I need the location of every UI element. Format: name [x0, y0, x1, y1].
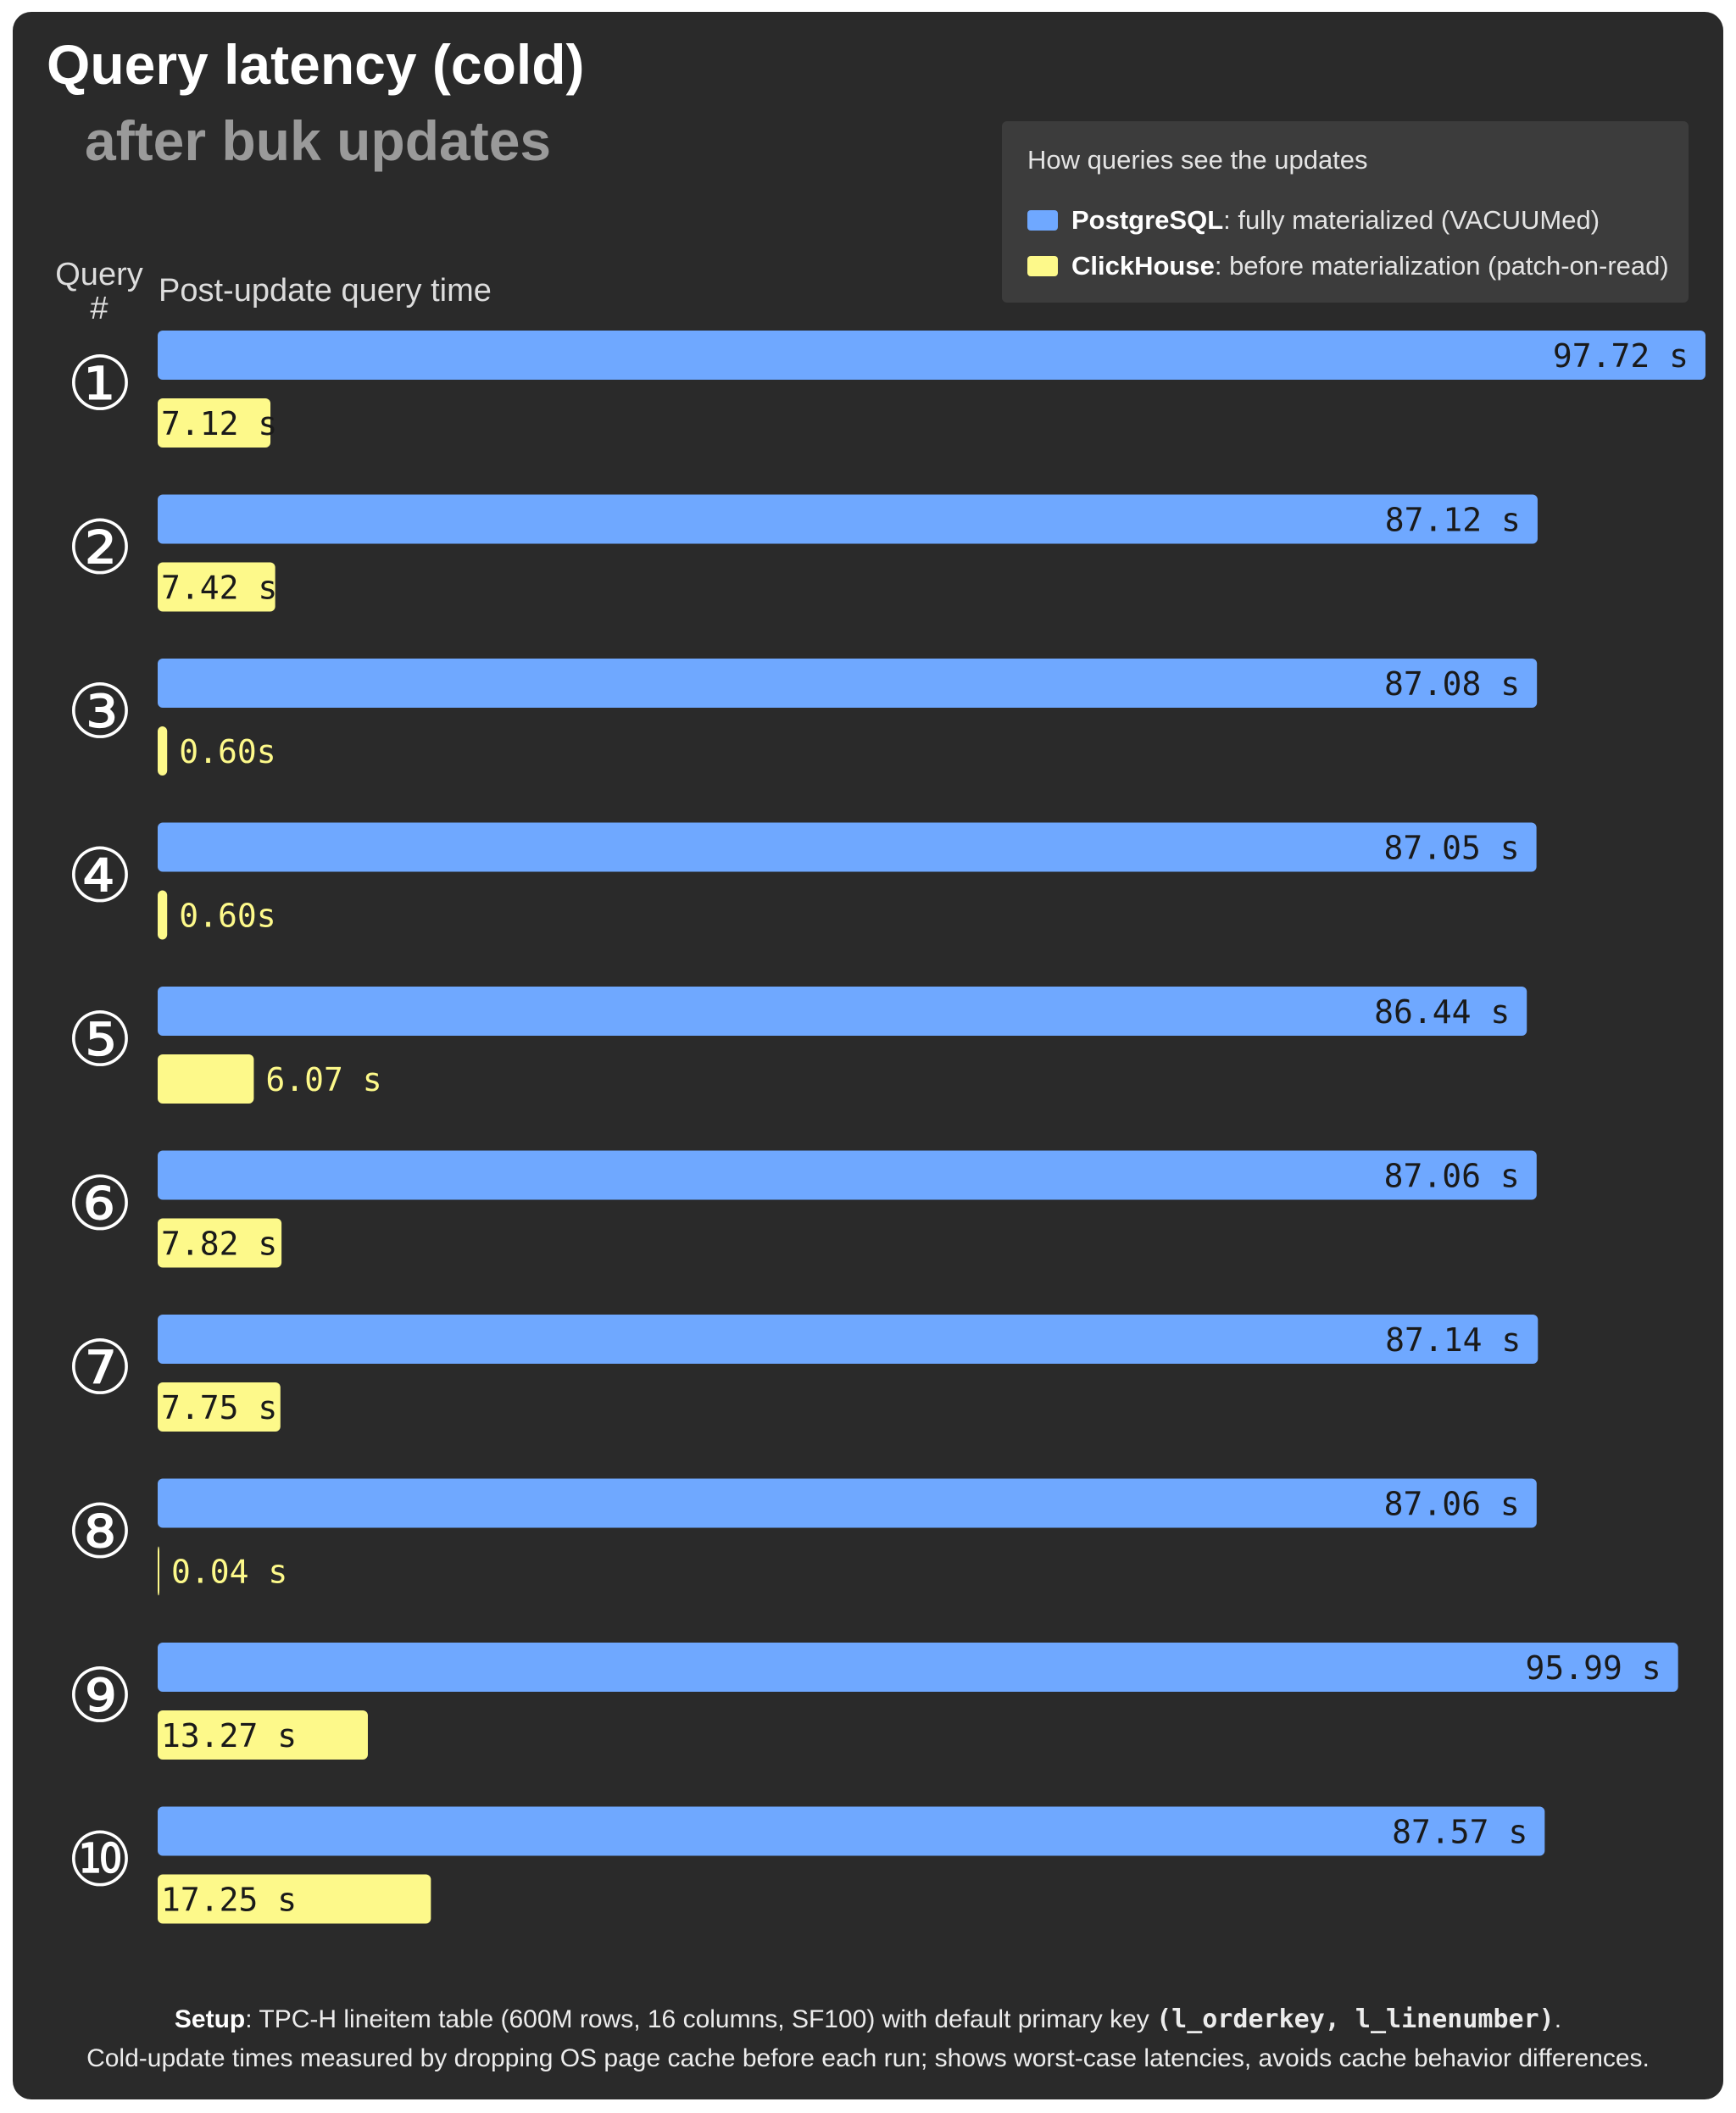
legend-entry-postgresql: PostgreSQL : fully materialized (VACUUMe… [1027, 197, 1689, 243]
bar-label-clickhouse-q9: 13.27 s [161, 1717, 297, 1754]
bar-clickhouse-q8 [158, 1546, 159, 1596]
bar-postgresql-q1 [158, 331, 1705, 380]
bar-label-postgresql-q6: 87.06 s [1384, 1158, 1520, 1195]
bar-clickhouse-q5 [158, 1054, 254, 1104]
bar-label-postgresql-q5: 86.44 s [1374, 993, 1510, 1031]
footer-line-2: Cold-update times measured by dropping O… [86, 2044, 1650, 2072]
chart-title: Query latency (cold) [47, 33, 585, 96]
bar-postgresql-q10 [158, 1806, 1545, 1856]
bar-postgresql-q2 [158, 494, 1538, 544]
legend-swatch-clickhouse [1027, 256, 1058, 276]
bar-clickhouse-q2 [158, 562, 275, 612]
category-label-4: ④ [67, 832, 134, 920]
bar-label-clickhouse-q5: 6.07 s [265, 1061, 381, 1098]
legend-swatch-postgresql [1027, 210, 1058, 231]
footer-primary-key: (l_orderkey, l_linenumber) [1156, 2005, 1555, 2034]
y-axis-label: Query # [55, 257, 143, 326]
legend-title: How queries see the updates [1027, 145, 1368, 175]
bar-postgresql-q5 [158, 987, 1527, 1036]
bar-postgresql-q3 [158, 659, 1538, 708]
chart-subtitle: after buk updates [85, 109, 552, 172]
bar-clickhouse-q1 [158, 398, 271, 448]
legend-name-clickhouse: ClickHouse [1071, 251, 1215, 281]
category-label-3: ③ [67, 668, 134, 755]
category-label-10: ⑩ [67, 1816, 134, 1904]
bar-label-clickhouse-q6: 7.82 s [161, 1226, 277, 1263]
bar-postgresql-q9 [158, 1643, 1678, 1692]
category-label-7: ⑦ [67, 1324, 134, 1411]
bar-label-postgresql-q1: 97.72 s [1553, 337, 1689, 375]
bar-label-clickhouse-q2: 7.42 s [161, 570, 277, 607]
bar-postgresql-q8 [158, 1478, 1537, 1528]
legend-entry-clickhouse: ClickHouse : before materialization (pat… [1027, 243, 1689, 289]
x-axis-label: Post-update query time [159, 273, 492, 309]
legend: How queries see the updates PostgreSQL :… [1002, 121, 1689, 303]
legend-desc-clickhouse: : before materialization (patch-on-read) [1214, 251, 1669, 281]
footer-line1-text: : TPC-H lineitem table (600M rows, 16 co… [245, 2005, 1157, 2033]
bar-label-postgresql-q7: 87.14 s [1385, 1321, 1521, 1359]
bar-postgresql-q6 [158, 1150, 1537, 1200]
category-label-1: ① [67, 340, 134, 427]
bar-label-clickhouse-q10: 17.25 s [161, 1882, 297, 1919]
footer-note: Setup: TPC-H lineitem table (600M rows, … [13, 2000, 1723, 2078]
bar-clickhouse-q4 [158, 890, 168, 940]
bar-label-postgresql-q4: 87.05 s [1383, 830, 1519, 867]
bar-label-postgresql-q9: 95.99 s [1526, 1649, 1661, 1687]
legend-name-postgresql: PostgreSQL [1071, 205, 1224, 235]
bar-clickhouse-q6 [158, 1218, 282, 1268]
bar-clickhouse-q7 [158, 1382, 281, 1432]
category-label-5: ⑤ [67, 996, 134, 1083]
bar-clickhouse-q3 [158, 726, 168, 776]
category-label-8: ⑧ [67, 1488, 134, 1576]
bar-label-clickhouse-q4: 0.60s [179, 898, 275, 935]
bar-label-postgresql-q2: 87.12 s [1385, 502, 1521, 539]
category-label-2: ② [67, 504, 134, 592]
bar-label-postgresql-q3: 87.08 s [1384, 665, 1520, 703]
bar-clickhouse-q9 [158, 1710, 368, 1760]
bar-postgresql-q4 [158, 822, 1537, 872]
bar-clickhouse-q10 [158, 1874, 431, 1924]
category-label-6: ⑥ [67, 1160, 134, 1248]
bar-label-clickhouse-q8: 0.04 s [171, 1554, 287, 1591]
footer-setup-label: Setup [174, 2005, 246, 2033]
bar-chart: ① 97.72 s 7.12 s ② 87.12 s 7.42 s ③ 87.08 s 0.60… [67, 331, 1705, 1924]
category-label-9: ⑨ [67, 1652, 134, 1739]
footer-line-1: Setup: TPC-H lineitem table (600M rows, … [13, 2000, 1723, 2039]
footer-line1-end: . [1554, 2005, 1562, 2033]
legend-desc-postgresql: : fully materialized (VACUUMed) [1223, 205, 1600, 235]
bar-postgresql-q7 [158, 1315, 1538, 1364]
bar-label-postgresql-q8: 87.06 s [1384, 1486, 1520, 1523]
bar-label-clickhouse-q1: 7.12 s [161, 405, 277, 442]
bar-label-postgresql-q10: 87.57 s [1392, 1814, 1527, 1851]
bar-label-clickhouse-q7: 7.75 s [161, 1389, 277, 1426]
bar-label-clickhouse-q3: 0.60s [179, 733, 275, 770]
